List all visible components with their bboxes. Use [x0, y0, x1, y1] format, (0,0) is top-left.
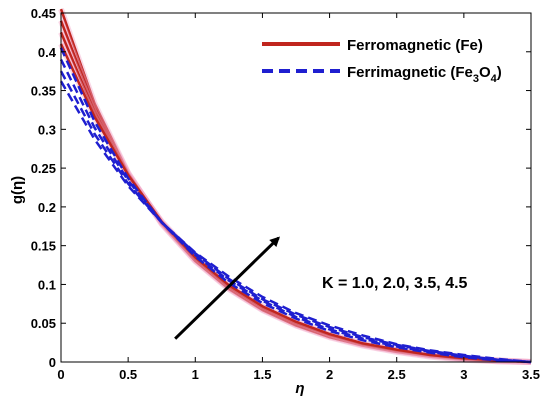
x-tick-label: 0 [57, 367, 64, 382]
legend-label-ferromagnetic: Ferromagnetic (Fe) [347, 37, 483, 54]
plot-frame [60, 12, 532, 363]
legend: Ferromagnetic (Fe) Ferrimagnetic (Fe3O4) [262, 37, 502, 85]
x-tick-label: 1 [192, 367, 199, 382]
series-line-fe3o4-k4_5 [59, 80, 532, 364]
parameter-annotation: K = 1.0, 2.0, 3.5, 4.5 [322, 275, 468, 292]
y-tick-label: 0.3 [38, 122, 56, 137]
x-tick-label: 0.5 [119, 367, 137, 382]
y-axis-label: g(η) [9, 176, 26, 204]
y-tick-label: 0 [49, 355, 56, 370]
legend-label-ferrimagnetic: Ferrimagnetic (Fe3O4) [347, 64, 502, 85]
legend-subscript-4: 4 [491, 73, 498, 85]
x-tick-label: 3.5 [522, 367, 540, 382]
series-line-fe-k4_5 [59, 43, 532, 364]
y-tick-label: 0.45 [31, 6, 56, 21]
x-tick-label: 2 [326, 367, 333, 382]
trend-arrow [174, 236, 280, 340]
series-line-fe3o4-k3_5 [59, 70, 532, 364]
legend-subscript-3: 3 [473, 73, 479, 85]
y-tick-label: 0.25 [31, 161, 56, 176]
legend-close-paren: ) [497, 64, 502, 81]
series-line-fe3o4-k1 [59, 47, 532, 364]
y-tick-label: 0.35 [31, 84, 56, 99]
series-layer [58, 8, 532, 365]
series-line-fe3o4-k2 [59, 58, 532, 364]
y-tick-label: 0.4 [38, 45, 57, 60]
legend-label-ferrimagnetic-main: Ferrimagnetic (Fe [347, 64, 473, 81]
y-tick-label: 0.1 [38, 277, 56, 292]
x-tick-label: 3 [460, 367, 467, 382]
x-tick-label: 2.5 [388, 367, 406, 382]
ticks-layer: 0 0.5 1 1.5 2 2.5 3 3.5 0 0.05 0.1 0.15 0.2 0.25 0.3 0.… [31, 6, 540, 382]
x-tick-label: 1.5 [253, 367, 271, 382]
legend-label-o: O [479, 64, 491, 81]
y-tick-label: 0.2 [38, 200, 56, 215]
x-axis-label: η [295, 380, 304, 397]
y-tick-label: 0.05 [31, 316, 56, 331]
y-tick-label: 0.15 [31, 239, 56, 254]
